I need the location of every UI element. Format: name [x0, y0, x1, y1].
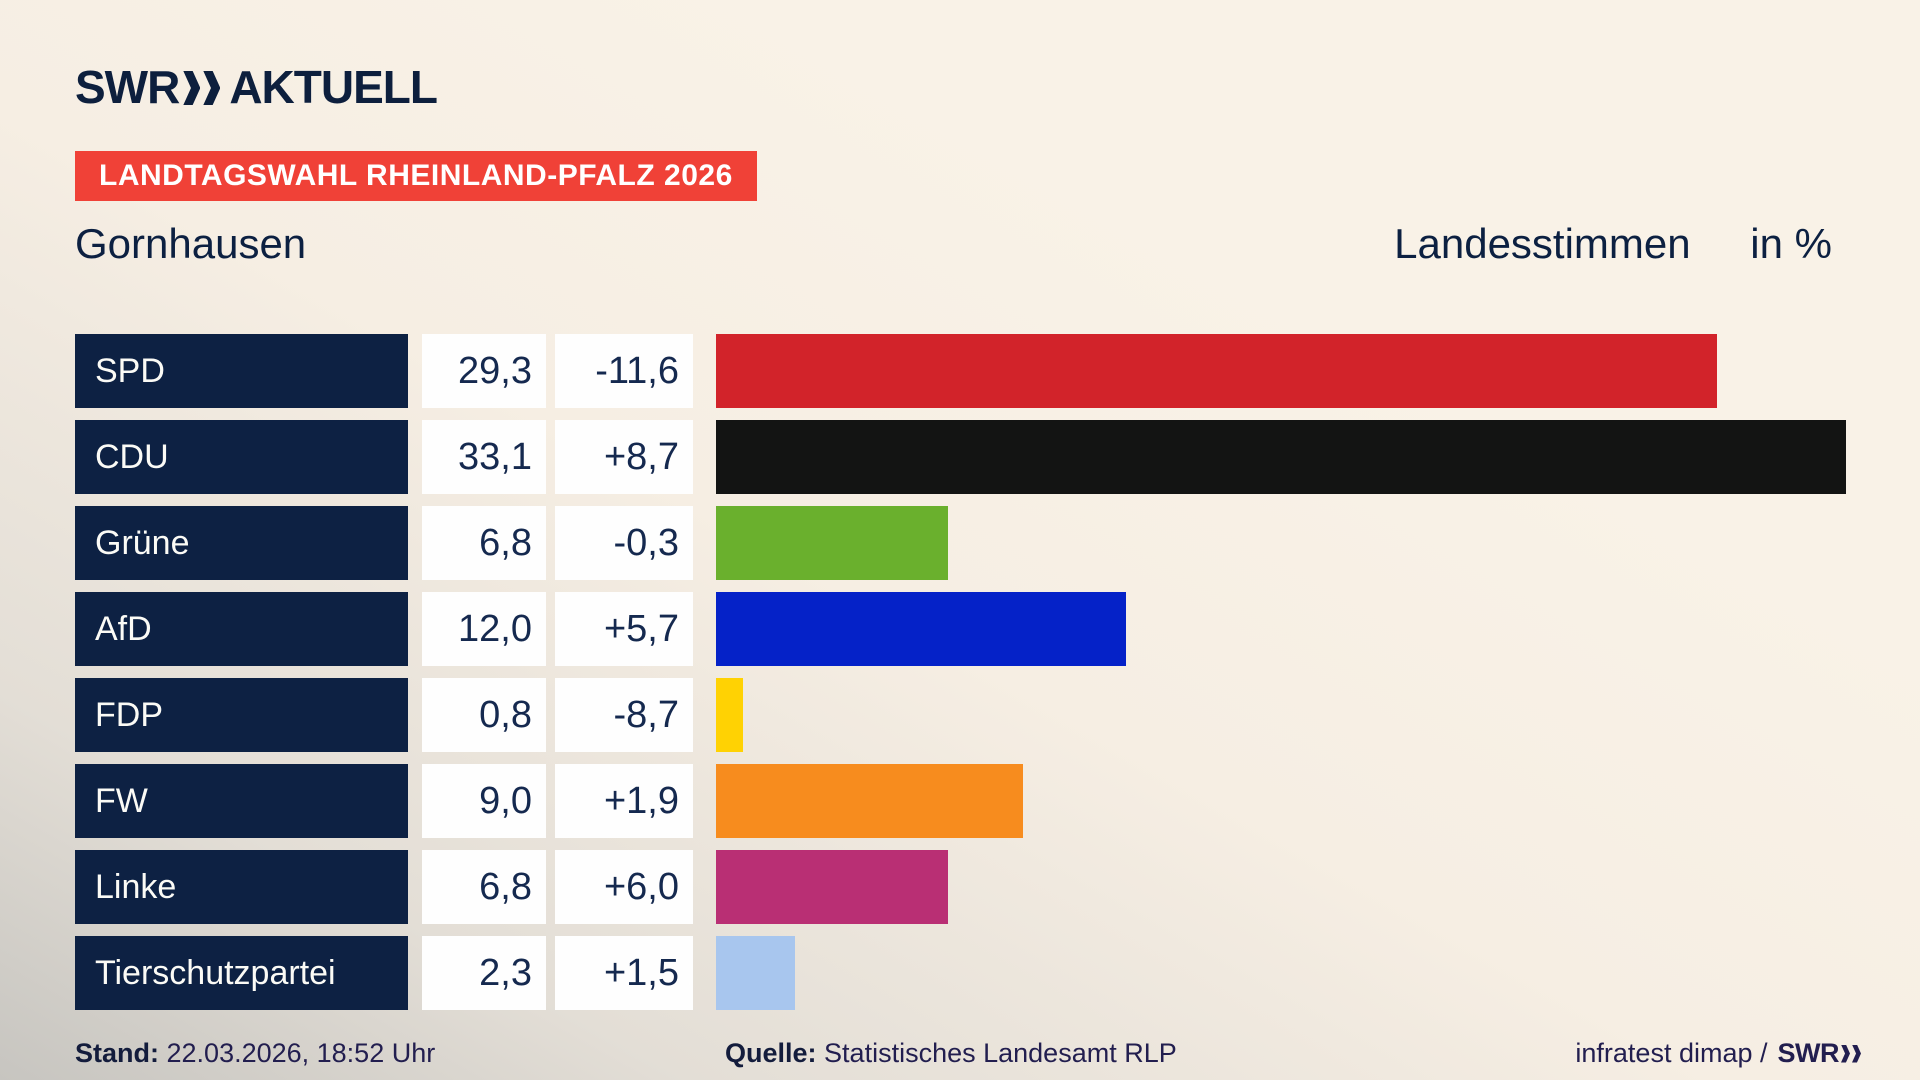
- party-row: SPD 29,3 -11,6: [75, 334, 1860, 408]
- party-name-box: FDP: [75, 678, 408, 752]
- party-value: 12,0: [458, 607, 532, 650]
- result-bar: [716, 334, 1717, 408]
- party-change: +8,7: [603, 435, 679, 478]
- party-name: AfD: [95, 609, 152, 648]
- result-bar: [716, 506, 949, 580]
- party-value: 2,3: [479, 951, 532, 994]
- party-change: +1,9: [603, 779, 679, 822]
- party-value-box: 6,8: [422, 850, 546, 924]
- party-row: FW 9,0 +1,9: [75, 764, 1860, 838]
- election-banner: LANDTAGSWAHL RHEINLAND-PFALZ 2026: [75, 151, 757, 201]
- party-value: 9,0: [479, 779, 532, 822]
- party-name-box: AfD: [75, 592, 408, 666]
- party-change-box: -8,7: [555, 678, 693, 752]
- party-value: 6,8: [479, 521, 532, 564]
- bar-track: [716, 592, 1860, 666]
- party-change: -8,7: [613, 693, 679, 736]
- double-chevron-icon: [1841, 1044, 1863, 1063]
- bar-track: [716, 420, 1860, 494]
- party-name: Linke: [95, 867, 177, 906]
- party-change: +5,7: [603, 607, 679, 650]
- party-row: CDU 33,1 +8,7: [75, 420, 1860, 494]
- party-name: SPD: [95, 351, 165, 390]
- party-change-box: +1,5: [555, 936, 693, 1010]
- result-bar: [716, 678, 744, 752]
- logo-swr-text: SWR: [75, 61, 180, 113]
- party-value-box: 9,0: [422, 764, 546, 838]
- bar-track: [716, 936, 1860, 1010]
- bar-track: [716, 678, 1860, 752]
- stand-label: Stand:: [75, 1038, 159, 1068]
- municipality-title: Gornhausen: [75, 220, 307, 267]
- party-value-box: 29,3: [422, 334, 546, 408]
- credit-text: infratest dimap /: [1575, 1038, 1768, 1068]
- party-name: Grüne: [95, 523, 190, 562]
- party-change: -11,6: [595, 349, 679, 392]
- party-row: Linke 6,8 +6,0: [75, 850, 1860, 924]
- party-change-box: +8,7: [555, 420, 693, 494]
- party-name-box: Linke: [75, 850, 408, 924]
- source: Quelle: Statistisches Landesamt RLP: [725, 1038, 1177, 1069]
- bar-track: [716, 764, 1860, 838]
- result-bar: [716, 936, 795, 1010]
- party-value: 6,8: [479, 865, 532, 908]
- bar-track: [716, 850, 1860, 924]
- party-change-box: +6,0: [555, 850, 693, 924]
- vote-type-label: Landesstimmen: [1394, 220, 1691, 267]
- party-value: 0,8: [479, 693, 532, 736]
- vote-type-title: Landesstimmen in %: [1394, 220, 1832, 268]
- party-row: Grüne 6,8 -0,3: [75, 506, 1860, 580]
- party-value-box: 0,8: [422, 678, 546, 752]
- party-value-box: 33,1: [422, 420, 546, 494]
- party-change-box: -0,3: [555, 506, 693, 580]
- credit-swr-brand: SWR: [1777, 1038, 1840, 1068]
- logo-aktuell-text: AKTUELL: [229, 61, 438, 113]
- party-change: +6,0: [603, 865, 679, 908]
- party-name: Tierschutzpartei: [95, 953, 336, 992]
- footer: Stand: 22.03.2026, 18:52 Uhr Quelle: Sta…: [75, 1038, 1863, 1072]
- party-name-box: Grüne: [75, 506, 408, 580]
- double-chevron-icon: [183, 71, 223, 105]
- result-bar: [716, 592, 1126, 666]
- party-name: FDP: [95, 695, 163, 734]
- party-name-box: Tierschutzpartei: [75, 936, 408, 1010]
- unit-label: in %: [1750, 220, 1832, 267]
- party-change-box: +5,7: [555, 592, 693, 666]
- credit: infratest dimap / SWR: [1575, 1038, 1863, 1069]
- party-name-box: CDU: [75, 420, 408, 494]
- party-change: +1,5: [603, 951, 679, 994]
- party-row: Tierschutzpartei 2,3 +1,5: [75, 936, 1860, 1010]
- party-value-box: 6,8: [422, 506, 546, 580]
- title-row: Gornhausen Landesstimmen in %: [75, 220, 1832, 268]
- quelle-label: Quelle:: [725, 1038, 817, 1068]
- party-change: -0,3: [613, 521, 679, 564]
- results-bar-chart: SPD 29,3 -11,6 CDU 33,1 +8,7: [75, 334, 1860, 1010]
- quelle-value: Statistisches Landesamt RLP: [824, 1038, 1177, 1068]
- party-value: 33,1: [458, 435, 532, 478]
- party-value-box: 2,3: [422, 936, 546, 1010]
- result-bar: [716, 850, 949, 924]
- timestamp: Stand: 22.03.2026, 18:52 Uhr: [75, 1038, 435, 1069]
- stand-value: 22.03.2026, 18:52 Uhr: [166, 1038, 436, 1068]
- party-name: CDU: [95, 437, 169, 476]
- party-value-box: 12,0: [422, 592, 546, 666]
- party-name-box: SPD: [75, 334, 408, 408]
- party-name-box: FW: [75, 764, 408, 838]
- party-change-box: +1,9: [555, 764, 693, 838]
- swr-aktuell-logo: SWR AKTUELL: [75, 61, 438, 113]
- result-bar: [716, 420, 1847, 494]
- result-bar: [716, 764, 1024, 838]
- bar-track: [716, 334, 1860, 408]
- party-row: AfD 12,0 +5,7: [75, 592, 1860, 666]
- party-name: FW: [95, 781, 148, 820]
- party-row: FDP 0,8 -8,7: [75, 678, 1860, 752]
- party-change-box: -11,6: [555, 334, 693, 408]
- party-value: 29,3: [458, 349, 532, 392]
- bar-track: [716, 506, 1860, 580]
